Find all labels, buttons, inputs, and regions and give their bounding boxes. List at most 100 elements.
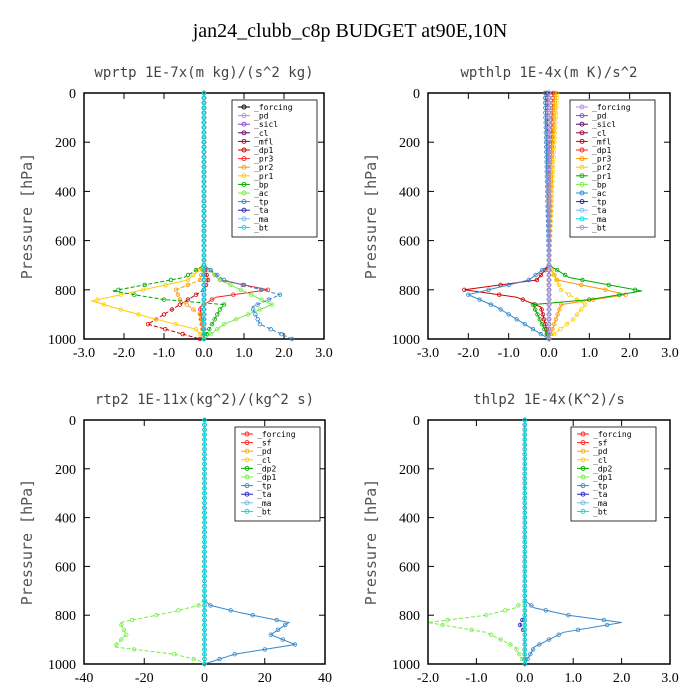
legend-marker	[580, 457, 586, 463]
data-point	[202, 515, 207, 520]
data-point	[546, 189, 552, 194]
data-point	[538, 272, 544, 278]
legend-marker	[580, 431, 586, 437]
data-point	[554, 90, 560, 96]
data-point	[514, 647, 519, 652]
x-tick-label: -1.0	[465, 671, 487, 686]
legend-marker	[579, 207, 585, 213]
data-point	[129, 617, 135, 623]
legend-label: _ma	[593, 499, 608, 508]
data-point	[140, 287, 146, 292]
legend-marker	[580, 500, 586, 506]
data-point	[201, 327, 207, 332]
data-point	[466, 292, 471, 297]
data-point	[101, 302, 107, 307]
data-point	[201, 90, 207, 96]
data-point	[546, 317, 552, 322]
data-point	[202, 417, 207, 423]
data-point	[231, 292, 236, 297]
data-point	[269, 302, 275, 307]
data-point	[522, 417, 527, 423]
x-tick-label: 1.0	[564, 671, 582, 686]
data-point	[522, 578, 527, 584]
legend-label: _sf	[257, 439, 272, 448]
legend-label: _forcing	[593, 430, 632, 439]
x-tick-label: 1.0	[235, 346, 253, 361]
data-point	[440, 622, 445, 628]
legend-marker	[241, 190, 247, 196]
legend-label: _sicl	[254, 120, 278, 129]
legend-marker	[580, 491, 586, 497]
legend-marker	[244, 500, 250, 506]
legend-label: _cl	[254, 129, 269, 138]
data-point	[546, 228, 552, 233]
data-point	[208, 267, 213, 273]
data-point	[525, 656, 530, 662]
data-point	[579, 282, 584, 288]
data-point	[519, 656, 525, 662]
data-point	[201, 282, 207, 288]
data-point	[201, 307, 207, 312]
data-point	[280, 637, 285, 642]
data-point	[201, 110, 207, 115]
data-point	[202, 554, 207, 559]
legend-marker	[241, 147, 247, 153]
legend-marker	[241, 156, 247, 162]
y-tick-label: 400	[399, 512, 420, 527]
y-tick-label: 0	[413, 87, 420, 102]
data-point	[177, 302, 183, 307]
legend-label: _forcing	[254, 103, 293, 112]
series-line-pr2	[175, 93, 205, 340]
data-point	[202, 486, 207, 491]
data-point	[161, 312, 167, 317]
data-point	[522, 447, 527, 452]
data-point	[202, 432, 207, 437]
y-tick-label: 200	[55, 463, 76, 478]
data-point	[184, 302, 189, 307]
data-point	[580, 277, 585, 283]
data-point	[522, 656, 527, 662]
data-point	[522, 632, 527, 637]
data-point	[546, 149, 552, 155]
data-point	[522, 486, 527, 491]
y-tick-label: 200	[55, 136, 76, 151]
data-point	[546, 110, 552, 115]
data-point	[549, 267, 554, 273]
legend-marker	[579, 190, 585, 196]
data-point	[544, 149, 549, 155]
data-point	[173, 287, 179, 292]
y-tick-label: 600	[399, 235, 420, 250]
data-point	[543, 139, 549, 145]
legend-label: _dp1	[592, 146, 611, 155]
data-point	[209, 322, 215, 327]
data-point	[633, 287, 638, 292]
legend-marker	[241, 113, 247, 119]
data-point	[202, 569, 207, 574]
data-point	[259, 297, 264, 302]
data-point	[562, 272, 568, 278]
data-point	[552, 331, 557, 337]
legend-label: _bp	[254, 180, 269, 189]
data-point	[522, 505, 527, 510]
data-point	[522, 437, 527, 442]
x-tick-label: 0.0	[540, 346, 558, 361]
legend-marker	[580, 448, 586, 454]
data-point	[506, 312, 511, 317]
legend-label: _mfl	[592, 137, 611, 146]
data-point	[522, 452, 527, 457]
data-point	[604, 622, 610, 628]
data-point	[498, 307, 503, 312]
legend-marker	[580, 483, 586, 489]
data-point	[546, 322, 552, 327]
legend-label: _pr2	[254, 163, 273, 172]
y-tick-label: 400	[55, 185, 76, 200]
data-point	[546, 159, 552, 165]
data-point	[199, 272, 204, 278]
data-point	[292, 642, 298, 647]
data-point	[245, 312, 251, 317]
legend-label: _ac	[592, 189, 607, 198]
data-point	[201, 263, 207, 268]
data-point	[201, 115, 207, 120]
data-point	[544, 154, 549, 160]
data-point	[520, 617, 525, 623]
